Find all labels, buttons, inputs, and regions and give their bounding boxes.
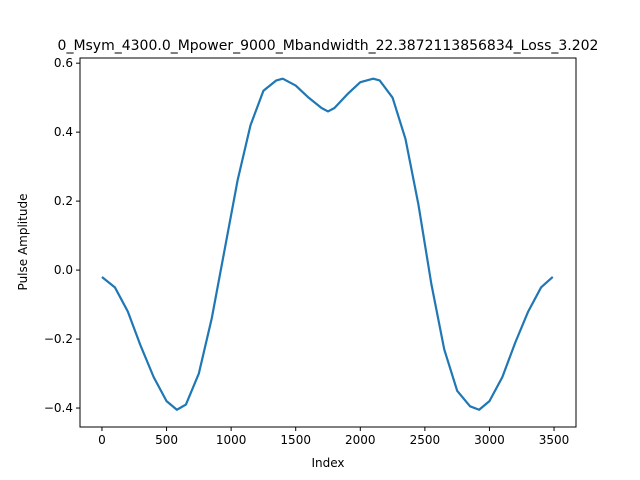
x-tick-label: 1000 (216, 433, 247, 447)
y-axis-label: Pulse Amplitude (16, 194, 30, 291)
series-line-0 (101, 77, 554, 411)
plot-frame (79, 57, 577, 428)
plot-line-layer (101, 77, 554, 411)
y-tick-label: 0.2 (54, 194, 73, 208)
x-tick-label: 0 (98, 433, 106, 447)
chart-title: 0_Msym_4300.0_Mpower_9000_Mbandwidth_22.… (58, 38, 599, 54)
y-tick-label: 0.0 (54, 263, 73, 277)
x-tick-label: 2000 (345, 433, 376, 447)
x-tick-label: 3000 (474, 433, 505, 447)
x-tick-label: 500 (155, 433, 178, 447)
y-tick-label: 0.4 (54, 125, 73, 139)
y-axis-ticks: −0.4 −0.2 0.0 0.2 0.4 0.6 (44, 56, 80, 415)
x-axis-label: Index (311, 456, 344, 470)
x-tick-label: 1500 (280, 433, 311, 447)
y-tick-label: −0.4 (44, 401, 73, 415)
x-axis-ticks: 0 500 1000 1500 2000 2500 3000 3500 (98, 427, 569, 447)
y-tick-label: −0.2 (44, 332, 73, 346)
x-tick-label: 3500 (539, 433, 570, 447)
x-tick-label: 2500 (410, 433, 441, 447)
y-tick-label: 0.6 (54, 56, 73, 70)
